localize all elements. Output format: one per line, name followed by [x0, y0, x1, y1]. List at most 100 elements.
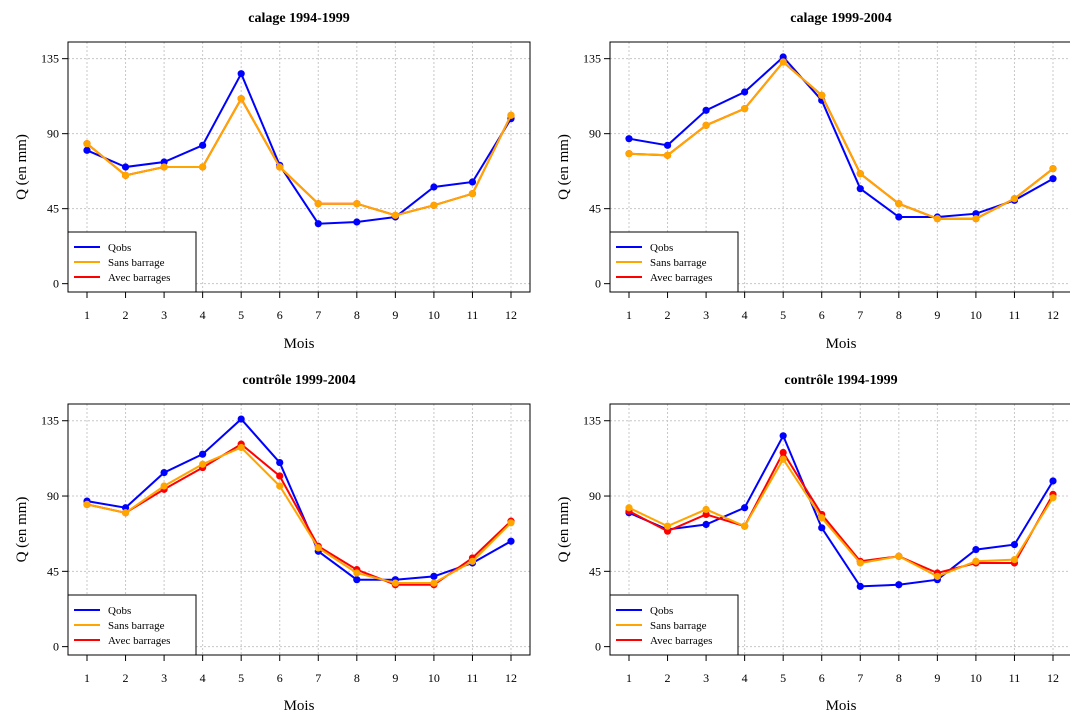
- data-point: [702, 106, 710, 114]
- x-axis-label: Mois: [826, 698, 857, 714]
- data-point: [430, 201, 438, 209]
- legend-label: Sans barrage: [108, 620, 165, 632]
- data-point: [663, 522, 672, 530]
- legend-label: Avec barrages: [108, 272, 170, 284]
- data-point: [121, 509, 130, 517]
- y-tick-label: 90: [589, 489, 601, 503]
- x-tick-label: 8: [896, 671, 902, 685]
- x-tick-label: 9: [934, 308, 940, 322]
- x-tick-label: 9: [392, 671, 398, 685]
- data-point: [1049, 494, 1057, 502]
- data-point: [856, 559, 864, 567]
- y-tick-label: 0: [595, 277, 601, 291]
- data-point: [430, 183, 438, 191]
- y-tick-label: 135: [583, 414, 601, 428]
- data-point: [430, 572, 438, 580]
- y-axis-label: Q (en mm): [14, 497, 30, 563]
- data-point: [895, 581, 903, 589]
- y-tick-label: 45: [47, 564, 59, 578]
- x-tick-label: 8: [354, 671, 360, 685]
- data-point: [468, 557, 477, 565]
- x-tick-label: 11: [467, 671, 479, 685]
- data-point: [199, 163, 207, 171]
- data-point: [160, 469, 168, 477]
- series-line: [628, 60, 1054, 220]
- data-point: [276, 458, 284, 467]
- data-point: [933, 215, 941, 223]
- data-point: [779, 448, 787, 457]
- data-point: [702, 520, 710, 529]
- data-point: [353, 200, 361, 208]
- y-tick-label: 135: [41, 414, 59, 428]
- data-point: [741, 105, 749, 113]
- series-line: [628, 450, 1054, 575]
- x-tick-label: 7: [857, 308, 863, 322]
- data-point: [856, 582, 864, 590]
- data-point: [160, 482, 168, 490]
- data-point: [779, 53, 787, 61]
- series-sans-barrage: [625, 455, 1057, 580]
- series-line: [86, 442, 512, 586]
- series-sans-barrage: [625, 58, 1057, 223]
- data-point: [507, 111, 515, 119]
- data-point: [276, 163, 284, 171]
- x-tick-label: 4: [200, 308, 206, 322]
- series-avec-barrages: [83, 440, 515, 589]
- x-tick-label: 10: [428, 671, 440, 685]
- y-axis-label: Q (en mm): [556, 134, 572, 200]
- data-point: [1010, 540, 1019, 549]
- data-point: [276, 482, 284, 490]
- data-point: [702, 510, 710, 519]
- data-point: [818, 514, 826, 522]
- chart-title: calage 1994-1999: [248, 11, 349, 26]
- data-point: [972, 210, 980, 218]
- x-tick-label: 2: [665, 671, 671, 685]
- data-point: [856, 170, 864, 178]
- data-point: [779, 58, 787, 66]
- data-point: [391, 579, 399, 587]
- y-axis-label: Q (en mm): [14, 134, 30, 200]
- legend-label: Sans barrage: [650, 620, 707, 632]
- x-tick-label: 3: [703, 671, 709, 685]
- data-point: [818, 91, 826, 99]
- data-point: [468, 178, 477, 186]
- data-point: [353, 576, 361, 584]
- data-point: [353, 218, 361, 226]
- x-tick-label: 1: [84, 671, 90, 685]
- x-axis-label: Mois: [284, 698, 315, 714]
- data-point: [237, 70, 245, 78]
- series-line: [628, 433, 1054, 588]
- data-point: [779, 432, 787, 440]
- series-line: [86, 96, 512, 217]
- x-tick-label: 6: [277, 308, 283, 322]
- chart-title: calage 1999-2004: [790, 11, 891, 26]
- x-tick-label: 6: [819, 308, 825, 322]
- data-point: [625, 150, 633, 158]
- series-line: [628, 55, 1054, 218]
- data-point: [314, 220, 322, 228]
- x-tick-label: 9: [392, 308, 398, 322]
- series-line: [86, 71, 512, 225]
- data-point: [83, 146, 91, 154]
- legend-label: Avec barrages: [108, 635, 170, 647]
- x-tick-label: 12: [505, 308, 517, 322]
- series-line: [86, 446, 512, 584]
- x-tick-label: 4: [742, 671, 748, 685]
- legend-label: Qobs: [650, 605, 673, 617]
- data-point: [160, 158, 168, 166]
- y-tick-label: 135: [583, 52, 601, 66]
- legend: Qobs Sans barrage Avec barrages: [609, 594, 739, 656]
- x-tick-label: 12: [1047, 308, 1059, 322]
- x-tick-label: 1: [626, 671, 632, 685]
- data-point: [933, 572, 941, 580]
- data-point: [468, 190, 477, 198]
- x-tick-label: 5: [780, 671, 786, 685]
- data-point: [237, 443, 245, 452]
- data-point: [625, 135, 633, 143]
- y-tick-label: 135: [41, 52, 59, 66]
- y-tick-label: 90: [47, 127, 59, 141]
- x-tick-label: 11: [467, 308, 479, 322]
